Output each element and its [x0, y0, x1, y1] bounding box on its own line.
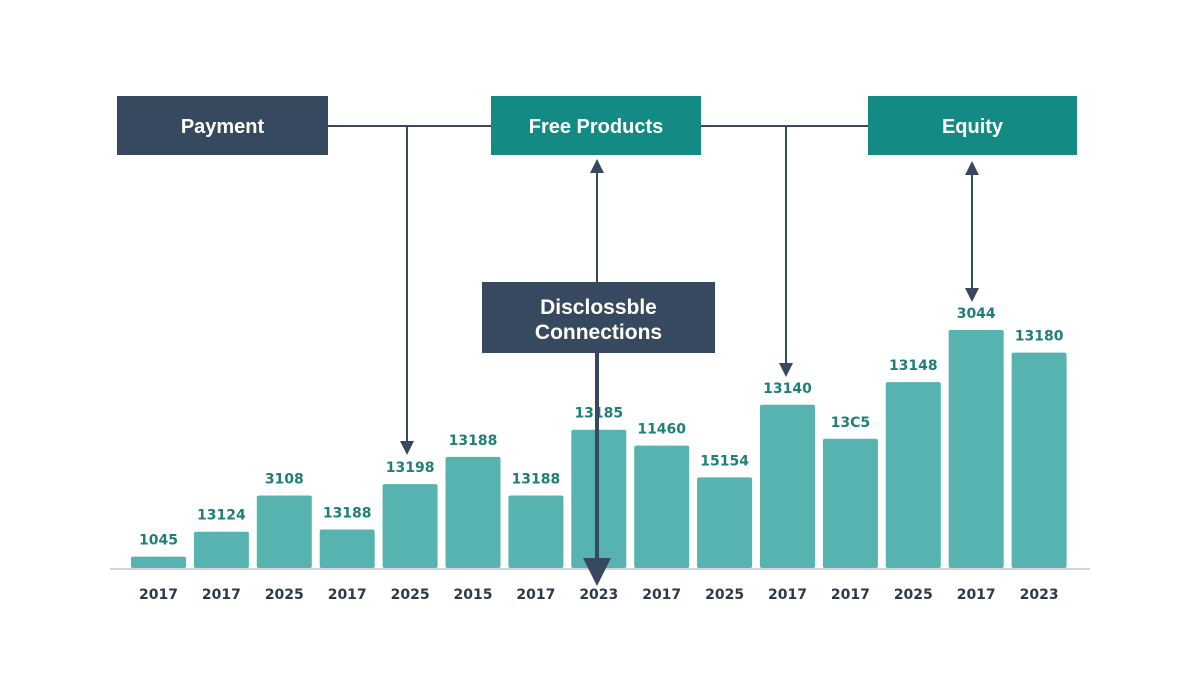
- bar: [1011, 352, 1067, 568]
- x-tick-label: 2017: [139, 587, 178, 603]
- bar-value-label: 3108: [265, 471, 304, 487]
- equity-box: Equity: [868, 96, 1077, 155]
- payment-label: Payment: [181, 116, 265, 138]
- bar-value-label: 13188: [449, 433, 498, 449]
- disclosable-connections-box: Disclossble Connections: [482, 282, 715, 353]
- x-tick-label: 2025: [705, 587, 744, 603]
- bars-group: [131, 330, 1067, 568]
- x-tick-label: 2025: [391, 587, 430, 603]
- x-tick-label: 2017: [957, 587, 996, 603]
- bar: [760, 404, 815, 568]
- free-products-box: Free Products: [491, 96, 701, 155]
- x-tick-label: 2017: [768, 587, 807, 603]
- bar-value-label: 13140: [763, 381, 812, 397]
- x-tick-label: 2015: [454, 587, 493, 603]
- bar-value-label: 13124: [197, 508, 246, 524]
- center-box-line2: Connections: [535, 321, 662, 344]
- bar: [445, 456, 501, 568]
- free-products-label: Free Products: [529, 116, 663, 138]
- bar-value-label: 13148: [889, 358, 938, 374]
- bar-value-label: 3044: [957, 306, 996, 322]
- bar-value-label: 15154: [700, 453, 749, 469]
- bar: [697, 477, 753, 568]
- payment-box: Payment: [117, 96, 328, 155]
- bar: [193, 531, 249, 568]
- x-tick-label: 2017: [831, 587, 870, 603]
- bar: [885, 382, 941, 568]
- x-tick-labels-group: 2017 2017 2025 2017 2025 2015 2017 2023 2017 2025…: [139, 587, 1059, 603]
- x-tick-label: 2017: [328, 587, 367, 603]
- bar-value-label: 11460: [637, 422, 686, 438]
- x-tick-label: 2017: [202, 587, 241, 603]
- bar: [382, 484, 438, 568]
- bar: [822, 438, 878, 568]
- center-box-line1: Disclossble: [540, 296, 657, 319]
- bar-value-label: 13198: [386, 460, 435, 476]
- connector-lines: [328, 125, 979, 455]
- value-labels-group: 1045131243108131881319813188131881318511…: [139, 306, 1064, 549]
- x-tick-label: 2017: [516, 587, 555, 603]
- bar: [131, 556, 186, 568]
- bar-value-label: 13188: [323, 505, 372, 521]
- x-tick-label: 2025: [265, 587, 304, 603]
- bar-value-label: 1045: [139, 533, 178, 549]
- bar-value-label: 13C5: [831, 415, 871, 431]
- bar: [948, 330, 1004, 568]
- equity-label: Equity: [942, 116, 1004, 138]
- bar: [256, 495, 312, 568]
- x-tick-label: 2023: [1020, 587, 1059, 603]
- bar: [634, 445, 690, 568]
- x-tick-label: 2025: [894, 587, 933, 603]
- x-tick-label: 2017: [642, 587, 681, 603]
- x-tick-label: 2023: [579, 587, 618, 603]
- bar-value-label: 13180: [1015, 329, 1064, 345]
- bar-value-label: 13188: [512, 471, 561, 487]
- bar: [508, 495, 564, 568]
- bar: [319, 529, 375, 568]
